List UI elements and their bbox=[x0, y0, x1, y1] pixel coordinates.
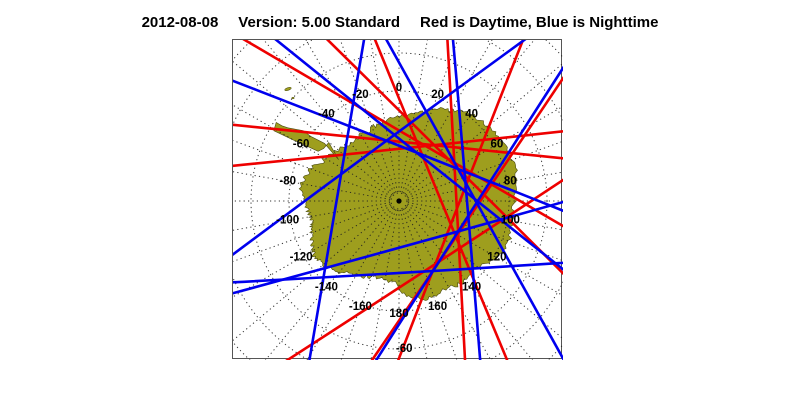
svg-text:160: 160 bbox=[428, 301, 447, 313]
svg-text:20: 20 bbox=[431, 89, 444, 101]
svg-text:-60: -60 bbox=[293, 139, 310, 151]
svg-text:-20: -20 bbox=[352, 89, 369, 101]
svg-text:120: 120 bbox=[487, 252, 506, 264]
svg-text:-140: -140 bbox=[315, 282, 338, 294]
svg-text:-100: -100 bbox=[276, 215, 299, 227]
svg-text:-60: -60 bbox=[396, 343, 413, 355]
svg-text:-160: -160 bbox=[349, 301, 372, 313]
svg-text:-80: -80 bbox=[279, 175, 296, 187]
svg-text:0: 0 bbox=[396, 82, 402, 94]
svg-text:180: 180 bbox=[389, 308, 408, 320]
svg-text:60: 60 bbox=[491, 139, 504, 151]
svg-text:140: 140 bbox=[462, 282, 481, 294]
svg-text:-40: -40 bbox=[318, 108, 335, 120]
svg-text:100: 100 bbox=[501, 215, 520, 227]
svg-text:80: 80 bbox=[504, 175, 517, 187]
svg-text:40: 40 bbox=[465, 108, 478, 120]
svg-text:-120: -120 bbox=[290, 252, 313, 264]
